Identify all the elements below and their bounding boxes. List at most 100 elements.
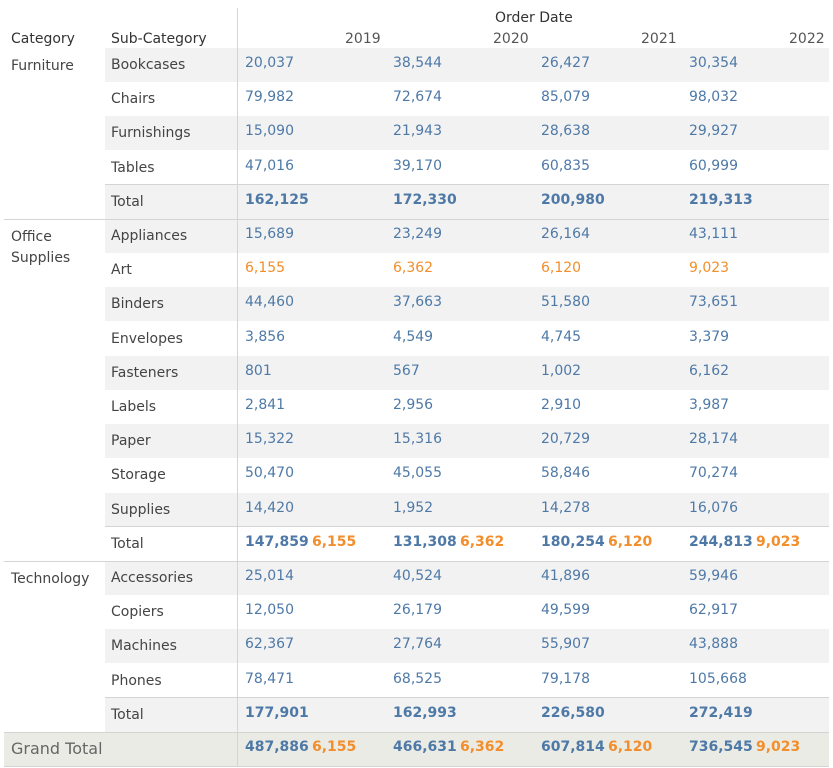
grand-total-highlight-value[interactable]: 6,120 (608, 739, 653, 755)
sub-category-label[interactable]: Phones (111, 672, 162, 689)
sub-category-label[interactable]: Art (111, 262, 132, 279)
value-cell[interactable]: 39,170 (393, 157, 442, 174)
sub-category-label[interactable]: Furnishings (111, 125, 191, 142)
value-cell[interactable]: 28,174 (689, 431, 738, 448)
value-cell[interactable]: 85,079 (541, 89, 590, 106)
year-header-2021[interactable]: 2021 (641, 31, 677, 47)
sub-category-label[interactable]: Bookcases (111, 57, 186, 73)
sub-category-label[interactable]: Labels (111, 399, 157, 415)
subtotal-highlight-value[interactable]: 6,120 (608, 533, 653, 550)
value-cell[interactable]: 68,525 (393, 670, 442, 687)
category-label[interactable]: Technology (11, 571, 90, 587)
subtotal-value-cell[interactable]: 244,813 (689, 533, 753, 550)
subtotal-value-cell[interactable]: 162,993 (393, 704, 457, 721)
value-cell[interactable]: 3,856 (245, 328, 286, 345)
value-cell[interactable]: 62,367 (245, 636, 294, 653)
value-cell[interactable]: 43,111 (689, 226, 738, 242)
value-cell[interactable]: 43,888 (689, 636, 738, 653)
value-cell[interactable]: 4,549 (393, 328, 434, 345)
value-cell[interactable]: 28,638 (541, 123, 590, 140)
category-label[interactable]: Office (11, 229, 52, 245)
sub-category-label[interactable]: Fasteners (111, 364, 179, 381)
subtotal-highlight-value[interactable]: 9,023 (756, 533, 801, 550)
grand-total-value-cell[interactable]: 607,814 (541, 739, 605, 755)
value-cell[interactable]: 3,379 (689, 328, 730, 345)
year-header-2019[interactable]: 2019 (345, 31, 381, 47)
year-header-2020[interactable]: 2020 (493, 31, 529, 47)
value-cell[interactable]: 14,420 (245, 499, 294, 516)
subtotal-value-cell[interactable]: 219,313 (689, 191, 753, 208)
value-cell[interactable]: 70,274 (689, 465, 738, 482)
value-cell[interactable]: 4,745 (541, 328, 582, 345)
value-cell[interactable]: 26,164 (541, 226, 590, 242)
subtotal-value-cell[interactable]: 172,330 (393, 191, 457, 208)
sub-category-label[interactable]: Appliances (111, 228, 188, 244)
value-cell[interactable]: 6,162 (689, 362, 730, 379)
category-label[interactable]: Supplies (11, 250, 71, 266)
value-cell[interactable]: 15,090 (245, 123, 294, 140)
value-cell[interactable]: 73,651 (689, 294, 738, 311)
highlighted-value-cell[interactable]: 6,155 (245, 260, 286, 277)
value-cell[interactable]: 98,032 (689, 89, 738, 106)
sub-category-label[interactable]: Copiers (111, 604, 164, 621)
value-cell[interactable]: 49,599 (541, 602, 590, 619)
sub-category-label[interactable]: Binders (111, 296, 164, 313)
value-cell[interactable]: 55,907 (541, 636, 590, 653)
year-header-2022[interactable]: 2022 (789, 31, 825, 47)
sub-category-label[interactable]: Chairs (111, 91, 156, 108)
value-cell[interactable]: 2,841 (245, 397, 286, 413)
value-cell[interactable]: 15,689 (245, 226, 294, 242)
value-cell[interactable]: 15,322 (245, 431, 294, 448)
value-cell[interactable]: 21,943 (393, 123, 442, 140)
value-cell[interactable]: 30,354 (689, 55, 738, 71)
sub-category-label[interactable]: Storage (111, 467, 166, 484)
value-cell[interactable]: 3,987 (689, 397, 730, 413)
value-cell[interactable]: 801 (245, 362, 272, 379)
subtotal-value-cell[interactable]: 180,254 (541, 533, 605, 550)
grand-total-highlight-value[interactable]: 6,362 (460, 739, 505, 755)
value-cell[interactable]: 1,952 (393, 499, 434, 516)
value-cell[interactable]: 25,014 (245, 568, 294, 584)
highlighted-value-cell[interactable]: 6,362 (393, 260, 434, 277)
value-cell[interactable]: 58,846 (541, 465, 590, 482)
value-cell[interactable]: 79,178 (541, 670, 590, 687)
highlighted-value-cell[interactable]: 6,120 (541, 260, 582, 277)
value-cell[interactable]: 15,316 (393, 431, 442, 448)
value-cell[interactable]: 62,917 (689, 602, 738, 619)
grand-total-value-cell[interactable]: 466,631 (393, 739, 457, 755)
value-cell[interactable]: 78,471 (245, 670, 294, 687)
subtotal-value-cell[interactable]: 226,580 (541, 704, 605, 721)
sub-category-label[interactable]: Tables (111, 159, 155, 176)
sub-category-label[interactable]: Paper (111, 433, 151, 450)
value-cell[interactable]: 44,460 (245, 294, 294, 311)
value-cell[interactable]: 23,249 (393, 226, 442, 242)
value-cell[interactable]: 45,055 (393, 465, 442, 482)
value-cell[interactable]: 79,982 (245, 89, 294, 106)
subtotal-value-cell[interactable]: 272,419 (689, 704, 753, 721)
sub-category-label[interactable]: Supplies (111, 501, 171, 518)
grand-total-highlight-value[interactable]: 9,023 (756, 739, 801, 755)
subtotal-value-cell[interactable]: 131,308 (393, 533, 457, 550)
value-cell[interactable]: 60,835 (541, 157, 590, 174)
value-cell[interactable]: 47,016 (245, 157, 294, 174)
value-cell[interactable]: 567 (393, 362, 420, 379)
value-cell[interactable]: 2,910 (541, 397, 582, 413)
value-cell[interactable]: 40,524 (393, 568, 442, 584)
grand-total-value-cell[interactable]: 736,545 (689, 739, 753, 755)
value-cell[interactable]: 16,076 (689, 499, 738, 516)
grand-total-highlight-value[interactable]: 6,155 (312, 739, 357, 755)
value-cell[interactable]: 37,663 (393, 294, 442, 311)
value-cell[interactable]: 20,037 (245, 55, 294, 71)
subtotal-value-cell[interactable]: 177,901 (245, 704, 309, 721)
value-cell[interactable]: 41,896 (541, 568, 590, 584)
value-cell[interactable]: 59,946 (689, 568, 738, 584)
value-cell[interactable]: 2,956 (393, 397, 434, 413)
sub-category-label[interactable]: Machines (111, 638, 177, 655)
subtotal-value-cell[interactable]: 200,980 (541, 191, 605, 208)
sub-category-label[interactable]: Envelopes (111, 330, 183, 347)
grand-total-value-cell[interactable]: 487,886 (245, 739, 309, 755)
value-cell[interactable]: 26,179 (393, 602, 442, 619)
value-cell[interactable]: 51,580 (541, 294, 590, 311)
category-label[interactable]: Furniture (11, 58, 74, 74)
highlighted-value-cell[interactable]: 9,023 (689, 260, 730, 277)
